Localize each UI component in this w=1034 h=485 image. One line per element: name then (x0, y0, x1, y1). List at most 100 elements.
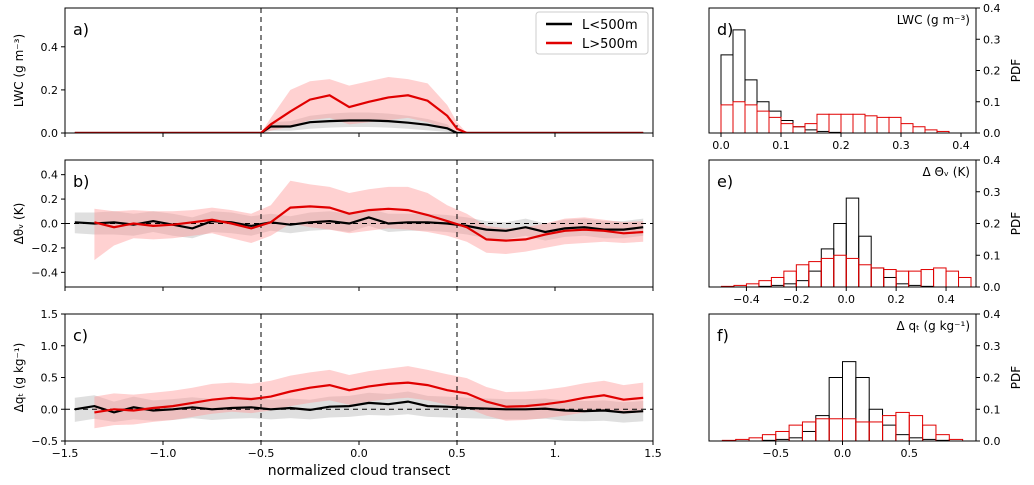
hist-bar-f-1 (908, 415, 924, 441)
xtick-label-c: −1.0 (150, 447, 177, 460)
panel-a: 0.0 0.2 0.4 a) LWC (g m⁻³) L<500m L>500m (12, 7, 654, 140)
ytick-label-f: 0.4 (983, 308, 1001, 321)
hist-bar-e-1 (808, 261, 822, 287)
plot-area-b (65, 160, 653, 287)
hist-bar-d-0 (756, 101, 770, 133)
series-line-a-0 (74, 119, 644, 133)
panel-label-c: c) (73, 326, 88, 345)
hist-bar-d-1 (732, 101, 746, 133)
xtick-label-c: −1.5 (52, 447, 79, 460)
hist-bar-d-1 (852, 113, 866, 133)
hist-bar-d-1 (876, 116, 890, 133)
ylabel-e: PDF (1009, 212, 1023, 235)
hist-bar-d-0 (744, 79, 758, 133)
hist-bar-e-1 (945, 270, 960, 287)
ylabel-a: LWC (g m⁻³) (12, 34, 26, 107)
series-line-a-1 (74, 94, 644, 133)
series-line-c-0 (74, 400, 644, 414)
hist-bar-f-1 (815, 418, 830, 441)
panel-label-b: b) (73, 172, 89, 191)
hist-bar-f-0 (895, 434, 910, 441)
xtick-label-e: 0.4 (937, 293, 955, 306)
ytick-label-e: 0.4 (983, 154, 1001, 167)
ylabel-f: PDF (1009, 366, 1023, 389)
hist-bar-e-1 (958, 276, 972, 287)
hist-bar-e-1 (845, 257, 860, 287)
ylabel-d: PDF (1009, 59, 1023, 82)
hist-bar-e-1 (833, 254, 847, 287)
hist-bar-f-1 (882, 415, 897, 441)
band-a-0 (74, 112, 644, 133)
hist-bar-f-1 (842, 418, 857, 441)
hist-title-f: Δ qₜ (g kg⁻¹) (897, 319, 971, 333)
ytick-label-d: 0.4 (983, 2, 1001, 15)
hist-bar-f-0 (855, 377, 870, 441)
xtick-label-c: −0.5 (248, 447, 275, 460)
hist-bar-d-1 (900, 123, 914, 133)
xtick-label-c: 1.5 (644, 447, 662, 460)
hist-bar-f-0 (828, 377, 844, 441)
hist-bar-d-0 (720, 54, 734, 133)
ytick-label-b: −0.4 (31, 266, 58, 279)
hist-bar-d-1 (816, 113, 830, 133)
ytick-label-f: 0.2 (983, 372, 1001, 385)
ytick-label-c: 0.5 (41, 372, 59, 385)
hist-bar-e-1 (795, 264, 810, 287)
panel-f: 0.0 0.1 0.2 0.3 0.4 −0.5 0.0 0.5 f) PDF Δ qₜ (g kg… (708, 308, 1023, 460)
hist-bar-e-1 (858, 264, 872, 287)
hist-bar-f-0 (815, 415, 830, 441)
ytick-label-c: 1.0 (41, 340, 59, 353)
hist-bar-f-0 (801, 430, 817, 441)
ytick-label-f: 0.0 (983, 435, 1001, 448)
hist-bar-f-1 (828, 418, 844, 441)
hist-bar-e-0 (845, 197, 860, 287)
hist-bar-f-1 (855, 421, 870, 441)
hist-bar-d-1 (828, 113, 842, 133)
panel-label-d: d) (717, 20, 733, 39)
ylabel-c: Δqₜ (g kg⁻¹) (12, 343, 26, 413)
panel-b: −0.4 −0.2 0.0 0.2 0.4 b) Δθᵥ (K) (12, 159, 654, 291)
hist-bar-d-1 (888, 116, 902, 133)
hist-bar-e-1 (933, 267, 947, 287)
ytick-label-b: 0.4 (41, 169, 59, 182)
ytick-label-e: 0.0 (983, 281, 1001, 294)
legend-label-0: L<500m (582, 18, 638, 33)
ytick-label-b: 0.0 (41, 218, 59, 231)
hist-bar-d-1 (840, 113, 854, 133)
hist-bar-f-1 (788, 424, 803, 441)
hist-bar-e-1 (895, 270, 910, 287)
hist-bar-f-0 (868, 408, 884, 441)
plot-area-d (720, 29, 950, 133)
plot-area-c (65, 314, 653, 441)
hist-bar-e-0 (808, 270, 822, 287)
ytick-label-a: 0.4 (41, 41, 59, 54)
ytick-label-d: 0.1 (983, 96, 1001, 109)
panel-d: 0.0 0.1 0.2 0.3 0.4 0.0 0.1 0.2 0.3 0.4 d) PDF LWC (… (708, 2, 1023, 152)
hist-bar-e-0 (795, 280, 810, 287)
hist-bar-d-1 (864, 115, 878, 133)
hist-bar-d-1 (720, 104, 734, 133)
xtick-label-d: 0.0 (712, 139, 730, 152)
hist-bar-d-1 (792, 126, 806, 133)
xtick-label-d: 0.3 (892, 139, 910, 152)
ytick-label-d: 0.2 (983, 65, 1001, 78)
plot-area-a (74, 8, 644, 133)
panel-label-e: e) (717, 172, 733, 191)
xtick-label-d: 0.4 (952, 139, 970, 152)
ytick-label-a: 0.0 (41, 127, 59, 140)
ytick-label-b: 0.2 (41, 193, 59, 206)
hist-bar-f-1 (868, 421, 884, 441)
hist-bar-d-1 (768, 116, 782, 133)
hist-bar-f-0 (842, 361, 857, 441)
hist-title-e: Δ Θᵥ (K) (922, 165, 970, 179)
plot-area-f (721, 361, 964, 441)
hist-bar-e-1 (920, 269, 935, 287)
xtick-label-f: 0.0 (834, 447, 852, 460)
xtick-label-c: 1. (550, 447, 561, 460)
ytick-label-f: 0.1 (983, 403, 1001, 416)
xtick-label-e: 0.2 (887, 293, 905, 306)
ytick-label-c: 1.5 (41, 308, 59, 321)
ytick-label-f: 0.3 (983, 340, 1001, 353)
hist-bar-d-0 (780, 120, 794, 133)
